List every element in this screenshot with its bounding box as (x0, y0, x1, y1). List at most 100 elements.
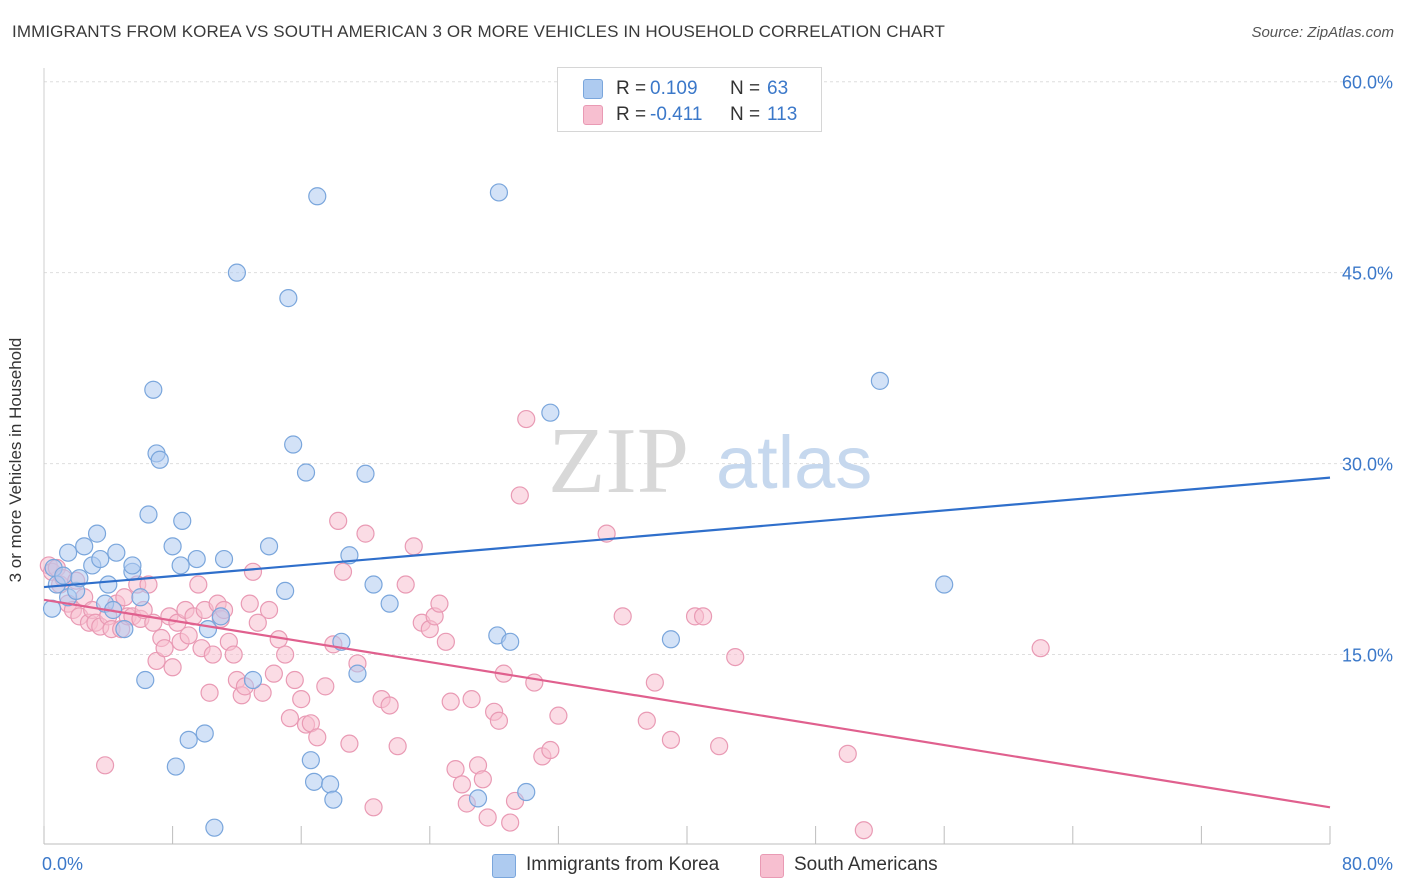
south-american-point (710, 737, 729, 756)
korea-point (70, 569, 89, 588)
korea-point (195, 724, 214, 743)
south-american-point (452, 775, 472, 794)
korea-point (301, 751, 320, 770)
korea-point (468, 789, 488, 808)
korea-point (59, 543, 78, 562)
south-american-point (388, 737, 407, 756)
korea-point (187, 549, 206, 569)
korea-point (284, 435, 303, 454)
korea-point (214, 549, 234, 569)
trend-lines (43, 476, 1331, 809)
south-american-point (854, 821, 873, 840)
south-american-point (200, 683, 219, 702)
south-american-point (203, 645, 222, 664)
korea-trend-line (43, 476, 1331, 589)
south-american-point (95, 756, 115, 775)
legend-swatch-korea (583, 79, 603, 99)
korea-point (198, 619, 218, 639)
south-american-point (329, 511, 348, 530)
bottom-legend-swatch-korea (492, 854, 516, 878)
south-american-point (280, 709, 300, 728)
legend-n-label: N = (730, 78, 761, 99)
legend-n-label: N = (730, 104, 761, 125)
bottom-legend-swatch-south (760, 854, 784, 878)
korea-point (205, 818, 224, 837)
south-american-point (661, 730, 681, 749)
legend-r-label: R = (616, 78, 647, 99)
axes (43, 68, 1331, 845)
korea-point (54, 566, 73, 585)
korea-point (324, 790, 343, 809)
south-american-point (155, 639, 174, 658)
korea-point (340, 546, 359, 565)
legend-n-value: 63 (767, 78, 789, 99)
korea-point (171, 556, 190, 575)
south-american-point (285, 670, 304, 690)
chart-title: IMMIGRANTS FROM KOREA VS SOUTH AMERICAN … (12, 22, 946, 41)
south-american-point (613, 607, 632, 626)
south-american-point (316, 677, 335, 696)
korea-point (296, 463, 316, 482)
korea-point (259, 537, 279, 556)
south-american-point (501, 813, 520, 832)
south-american-point (473, 770, 492, 789)
watermark-zip: ZIP (548, 409, 689, 513)
south-american-point (248, 613, 267, 632)
grid-lines (44, 81, 1350, 656)
south-american-point (163, 658, 182, 677)
south-american-point (430, 594, 449, 613)
source-label: Source: ZipAtlas.com (1251, 24, 1394, 41)
korea-point (75, 537, 94, 556)
korea-point (99, 575, 118, 594)
south-american-point (264, 664, 283, 683)
y-tick-labels: 15.0% 30.0% 45.0% 60.0% (1342, 73, 1393, 666)
korea-point (348, 664, 367, 683)
watermark: ZIP atlas (548, 409, 872, 513)
south-american-point (243, 562, 263, 581)
korea-point (501, 632, 520, 651)
korea-point (870, 371, 890, 390)
south-american-point (436, 632, 455, 651)
south-american-point (364, 798, 383, 817)
legend-r-value: 0.109 (650, 78, 698, 99)
korea-point (279, 289, 298, 308)
legend-n-value: 113 (767, 104, 798, 125)
korea-point (131, 588, 150, 607)
south-american-point (276, 645, 295, 664)
korea-point (935, 575, 954, 594)
korea-point (517, 782, 536, 802)
legend-row-korea: R = 0.109 N = 63 (558, 76, 821, 104)
y-tick-label: 45.0% (1342, 264, 1393, 284)
korea-point (356, 464, 375, 483)
korea-point (661, 630, 681, 649)
korea-point (541, 403, 560, 422)
korea-point (276, 581, 295, 601)
korea-point (308, 187, 327, 206)
south-american-point (478, 808, 497, 827)
bottom-legend-label-south: South Americans (794, 854, 938, 875)
watermark-atlas: atlas (716, 421, 872, 504)
south-american-point (240, 594, 259, 613)
korea-point (304, 772, 324, 791)
south-american-point (380, 696, 399, 715)
south-american-point (441, 692, 460, 711)
korea-point (243, 670, 263, 690)
south-american-point (189, 575, 208, 594)
south-american-point (838, 744, 857, 763)
korea-point (163, 537, 182, 556)
south-american-point (356, 524, 375, 543)
south-american-point (541, 740, 560, 760)
south-american-point (1031, 639, 1050, 658)
south-american-point (292, 690, 311, 709)
south-american-point (340, 734, 359, 753)
south-american-point (253, 683, 272, 702)
stats-legend: R = 0.109 N = 63 R = -0.411 N = 113 (557, 67, 822, 132)
korea-point (136, 670, 155, 690)
korea-point (115, 619, 134, 639)
korea-point (166, 757, 185, 776)
south-american-point (446, 760, 465, 779)
korea-point (321, 775, 340, 794)
south-american-point (489, 711, 509, 730)
south-american-point (726, 647, 745, 667)
legend-r-label: R = (616, 104, 647, 125)
